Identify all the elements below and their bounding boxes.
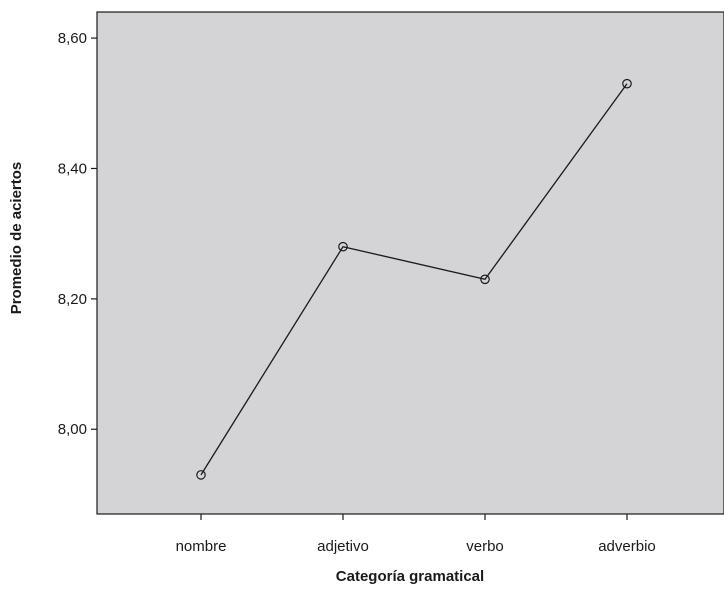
y-axis-title: Promedio de aciertos — [8, 162, 25, 315]
y-tick-label: 8,00 — [58, 421, 87, 438]
data-point-marker — [338, 241, 348, 252]
axes: 8,00 8,20 8,40 8,60 nombre adjetivo verbo adver… — [58, 30, 656, 555]
plot-background — [96, 11, 724, 515]
data-point-marker — [196, 470, 206, 480]
x-tick-label: adverbio — [598, 538, 656, 555]
y-tick-label: 8,40 — [58, 160, 87, 177]
x-tick-label: adjetivo — [317, 538, 369, 555]
x-axis-title: Categoría gramatical — [336, 568, 484, 585]
data-point-marker — [480, 274, 490, 285]
y-tick-label: 8,20 — [58, 291, 87, 308]
data-point-marker — [622, 78, 632, 89]
x-tick-label: nombre — [176, 538, 227, 555]
x-tick-label: verbo — [466, 538, 504, 555]
series-line — [200, 83, 628, 476]
series-marks — [196, 78, 632, 480]
y-tick-label: 8,60 — [58, 30, 87, 47]
plot-area — [96, 11, 724, 515]
